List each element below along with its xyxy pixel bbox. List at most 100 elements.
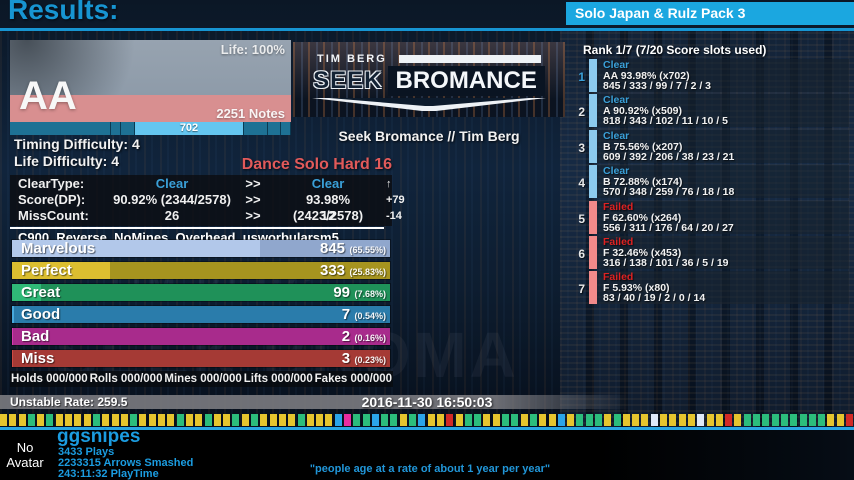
strip-square (725, 413, 733, 426)
strip-square (846, 413, 854, 426)
strip-square (139, 413, 147, 426)
judgment-fill (12, 262, 110, 279)
rank-status-bar (589, 236, 597, 269)
strip-square (464, 413, 472, 426)
strip-square (251, 413, 259, 426)
rank-breakdown: 83 / 40 / 19 / 2 / 0 / 14 (603, 292, 706, 304)
judgment-fill (12, 328, 13, 345)
rank-status-bar (589, 59, 597, 92)
score-old: 90.92% (2344/2578) (113, 192, 231, 207)
judgment-count: 3 (341, 350, 351, 367)
strip-square (362, 413, 370, 426)
strip-square (567, 413, 575, 426)
mines-counter: Mines 000/000 (164, 373, 242, 385)
strip-square (678, 413, 686, 426)
rank-header: Rank 1/7 (7/20 Score slots used) (583, 43, 767, 57)
rank-status-bar (589, 271, 597, 304)
lifts-counter: Lifts 000/000 (243, 373, 313, 385)
progress-segment (244, 122, 267, 135)
judgment-count: 7 (341, 306, 351, 323)
strip-square (446, 413, 454, 426)
strip-square (585, 413, 593, 426)
misscount-new: 12 (320, 208, 336, 223)
rank-number: 3 (578, 141, 585, 155)
hold-counters-row: Holds 000/000 Rolls 000/000 Mines 000/00… (10, 371, 393, 387)
strip-square (223, 413, 231, 426)
strip-square (687, 413, 695, 426)
strip-square (325, 413, 333, 426)
strip-square (399, 413, 407, 426)
judgment-name: Perfect (21, 262, 72, 279)
strip-square (148, 413, 156, 426)
rank-entry-5: 5 Failed F 62.60% (x264) 556 / 311 / 176… (570, 201, 852, 234)
rank-entry-7: 7 Failed F 5.93% (x80) 83 / 40 / 19 / 2 … (570, 271, 852, 304)
rank-entry-4: 4 Clear B 72.88% (x174) 570 / 348 / 259 … (570, 165, 852, 198)
strip-square (278, 413, 286, 426)
strip-square (595, 413, 602, 426)
strip-square (790, 413, 798, 426)
compare-arrow: >> (245, 192, 261, 207)
compare-arrow: >> (245, 176, 261, 191)
judgment-name: Bad (21, 328, 50, 345)
strip-square (548, 413, 556, 426)
strip-square (669, 413, 677, 426)
timing-difficulty-label: Timing Difficulty: 4 (14, 136, 140, 152)
holds-counter: Holds 000/000 (10, 373, 88, 385)
strip-square (734, 413, 742, 426)
bottom-accent-bar (0, 427, 854, 430)
strip-square (185, 413, 193, 426)
strip-square (511, 413, 519, 426)
cleartype-label: ClearType: (18, 176, 85, 191)
rolls-counter: Rolls 000/000 (89, 373, 163, 385)
score-comparison-table: ClearType: Clear >> Clear ↑ Score(DP): 9… (10, 175, 405, 226)
strip-square (557, 413, 565, 426)
strip-square (306, 413, 314, 426)
banner-decoration-bar (399, 55, 541, 63)
header-divider (0, 28, 854, 31)
strip-square (0, 413, 7, 426)
rank-number: 1 (578, 70, 585, 84)
judgment-fill (12, 240, 260, 257)
unstable-rate-bar (0, 395, 630, 409)
profile-name: ggsnipes (57, 426, 141, 447)
banner-title-text: SEEK BROMANCE (293, 66, 565, 96)
page-title: Results: (8, 0, 119, 25)
progress-segment (281, 122, 290, 135)
progress-segment (10, 122, 110, 135)
strip-square (316, 413, 324, 426)
score-label: Score(DP): (18, 192, 86, 207)
strip-square (539, 413, 547, 426)
strip-square (111, 413, 119, 426)
strip-square (641, 413, 649, 426)
strip-square (622, 413, 630, 426)
strip-square (418, 413, 426, 426)
combo-progress-bar: 702 (10, 122, 291, 135)
rank-number: 4 (578, 176, 585, 190)
judgment-percent: (0.54%) (354, 311, 386, 321)
strip-square (288, 413, 296, 426)
rank-status-text: Clear (603, 165, 630, 177)
rank-score: F 5.93% (x80) (603, 281, 670, 294)
rank-breakdown: 556 / 311 / 176 / 64 / 20 / 27 (603, 222, 734, 234)
rank-score: A 90.92% (x509) (603, 104, 682, 117)
rank-number: 7 (578, 282, 585, 296)
rank-details: Failed F 32.46% (x453) 316 / 138 / 101 /… (597, 236, 849, 269)
table-row: Score(DP): 90.92% (2344/2578) >> 93.98% … (10, 192, 405, 223)
strip-square (771, 413, 779, 426)
banner-word-solid: BROMANCE (387, 66, 545, 96)
progress-segment: 702 (135, 122, 243, 135)
strip-square (167, 413, 175, 426)
fakes-counter: Fakes 000/000 (314, 373, 393, 385)
score-delta: +79 (386, 194, 405, 206)
grade-panel-band (10, 95, 291, 122)
rank-entry-3: 3 Clear B 75.56% (x207) 609 / 392 / 206 … (570, 130, 852, 163)
strip-square (74, 413, 82, 426)
rank-number: 6 (578, 247, 585, 261)
profile-playtime: 243:11:32 PlayTime (58, 468, 159, 480)
strip-square (474, 413, 482, 426)
judgment-name: Marvelous (21, 240, 96, 257)
rank-entry-1: 1 Clear AA 93.98% (x702) 845 / 333 / 99 … (570, 59, 852, 92)
misscount-label: MissCount: (18, 208, 89, 223)
judgment-count: 2 (341, 328, 351, 345)
strip-square (762, 413, 770, 426)
